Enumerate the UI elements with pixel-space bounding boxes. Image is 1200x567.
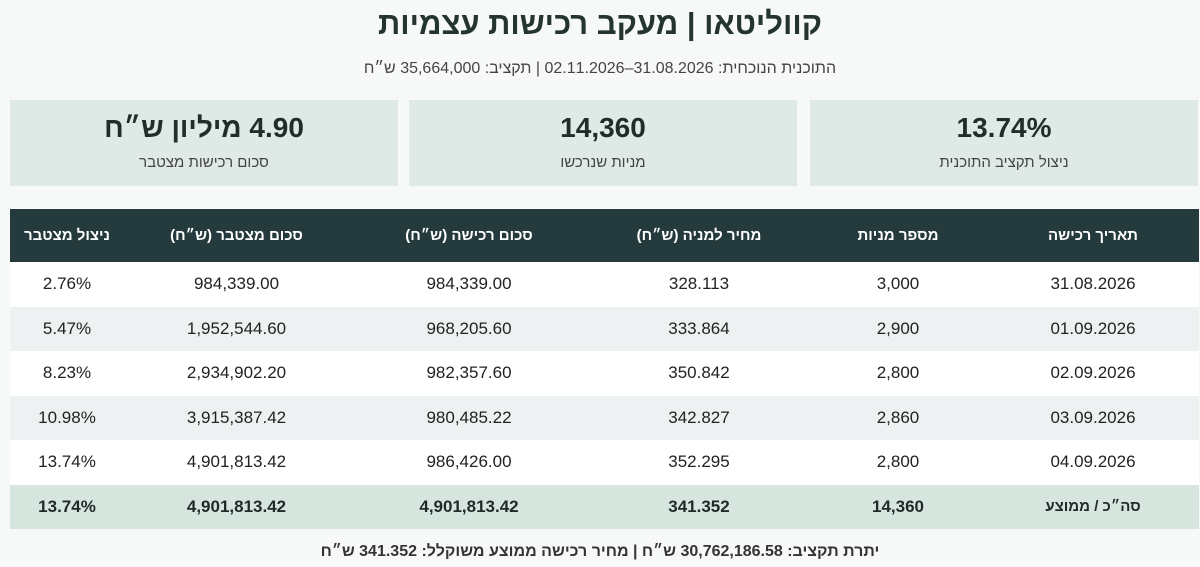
cell-shares: 2,800 bbox=[876, 363, 920, 383]
cell-date: 04.09.2026 bbox=[1050, 452, 1136, 472]
total-label: סה״כ / ממוצע bbox=[1045, 498, 1141, 515]
column-header-amount: סכום רכישה (ש״ח) bbox=[405, 227, 533, 244]
table-row: 04.09.2026 2,800 352.295 986,426.00 4,90… bbox=[10, 440, 1199, 485]
total-cumulative: 4,901,813.42 bbox=[186, 496, 287, 516]
card-cumulative-amount: 4.90 מיליון ש״ח סכום רכישות מצטבר bbox=[10, 100, 398, 186]
card-value: 13.74% bbox=[956, 112, 1052, 143]
cell-utilization: 13.74% bbox=[38, 452, 96, 472]
cell-date: 31.08.2026 bbox=[1050, 274, 1136, 294]
total-row: סה״כ / ממוצע 14,360 341.352 4,901,813.42… bbox=[10, 484, 1199, 529]
cell-price: 333.864 bbox=[668, 318, 730, 338]
total-avg-price: 341.352 bbox=[668, 496, 730, 516]
cell-cumulative: 1,952,544.60 bbox=[186, 318, 287, 338]
cell-price: 352.295 bbox=[668, 452, 730, 472]
column-header-price: מחיר למניה (ש״ח) bbox=[636, 227, 762, 244]
cell-utilization: 2.76% bbox=[42, 274, 92, 294]
table-row: 31.08.2026 3,000 328.113 984,339.00 984,… bbox=[10, 262, 1199, 307]
column-header-date: תאריך רכישה bbox=[1048, 227, 1138, 244]
column-header-utilization: ניצול מצטבר bbox=[24, 227, 110, 244]
cell-shares: 3,000 bbox=[876, 274, 920, 294]
cell-amount: 986,426.00 bbox=[426, 452, 512, 472]
total-shares: 14,360 bbox=[872, 496, 924, 516]
card-shares-purchased: 14,360 מניות שנרכשו bbox=[409, 100, 797, 186]
plan-subtitle: התוכנית הנוכחית: 31.08.2026–02.11.2026 |… bbox=[363, 60, 837, 77]
total-utilization: 13.74% bbox=[38, 496, 96, 516]
table-row: 03.09.2026 2,860 342.827 980,485.22 3,91… bbox=[10, 395, 1199, 440]
card-value: 4.90 מיליון ש״ח bbox=[104, 112, 304, 143]
cell-amount: 984,339.00 bbox=[426, 274, 512, 294]
page-title: קווליטאו | מעקב רכישות עצמיות bbox=[377, 6, 822, 41]
cell-cumulative: 3,915,387.42 bbox=[186, 407, 287, 427]
cell-amount: 968,205.60 bbox=[426, 318, 512, 338]
cell-date: 02.09.2026 bbox=[1050, 363, 1136, 383]
card-value: 14,360 bbox=[560, 112, 646, 143]
cell-cumulative: 4,901,813.42 bbox=[186, 452, 287, 472]
total-amount: 4,901,813.42 bbox=[419, 496, 519, 516]
cell-shares: 2,860 bbox=[876, 407, 920, 427]
card-label: סכום רכישות מצטבר bbox=[139, 154, 269, 171]
cell-cumulative: 2,934,902.20 bbox=[186, 363, 287, 383]
cell-utilization: 10.98% bbox=[38, 407, 96, 427]
card-label: מניות שנרכשו bbox=[560, 154, 646, 171]
table-row: 01.09.2026 2,900 333.864 968,205.60 1,95… bbox=[10, 306, 1199, 351]
column-header-cumulative: סכום מצטבר (ש״ח) bbox=[170, 227, 303, 244]
column-header-shares: מספר מניות bbox=[857, 227, 939, 244]
cell-date: 01.09.2026 bbox=[1050, 318, 1136, 338]
cell-utilization: 8.23% bbox=[42, 363, 92, 383]
cell-amount: 980,485.22 bbox=[426, 407, 512, 427]
card-budget-utilization: 13.74% ניצול תקציב התוכנית bbox=[810, 100, 1198, 186]
table-header-row: תאריך רכישה מספר מניות מחיר למניה (ש״ח) … bbox=[10, 209, 1199, 262]
cell-cumulative: 984,339.00 bbox=[193, 274, 280, 294]
cell-shares: 2,800 bbox=[876, 452, 920, 472]
cell-date: 03.09.2026 bbox=[1050, 407, 1136, 427]
summary-cards: 13.74% ניצול תקציב התוכנית 14,360 מניות … bbox=[10, 100, 1199, 186]
purchases-table: תאריך רכישה מספר מניות מחיר למניה (ש״ח) … bbox=[10, 209, 1199, 529]
summary-footer: יתרת תקציב: 30,762,186.58 ש״ח | מחיר רכי… bbox=[320, 543, 880, 560]
cell-price: 350.842 bbox=[668, 363, 730, 383]
cell-price: 328.113 bbox=[668, 274, 730, 294]
card-label: ניצול תקציב התוכנית bbox=[939, 154, 1069, 171]
cell-utilization: 5.47% bbox=[42, 318, 92, 338]
table-row: 02.09.2026 2,800 350.842 982,357.60 2,93… bbox=[10, 351, 1199, 396]
cell-shares: 2,900 bbox=[876, 318, 920, 338]
cell-price: 342.827 bbox=[668, 407, 730, 427]
cell-amount: 982,357.60 bbox=[426, 363, 512, 383]
